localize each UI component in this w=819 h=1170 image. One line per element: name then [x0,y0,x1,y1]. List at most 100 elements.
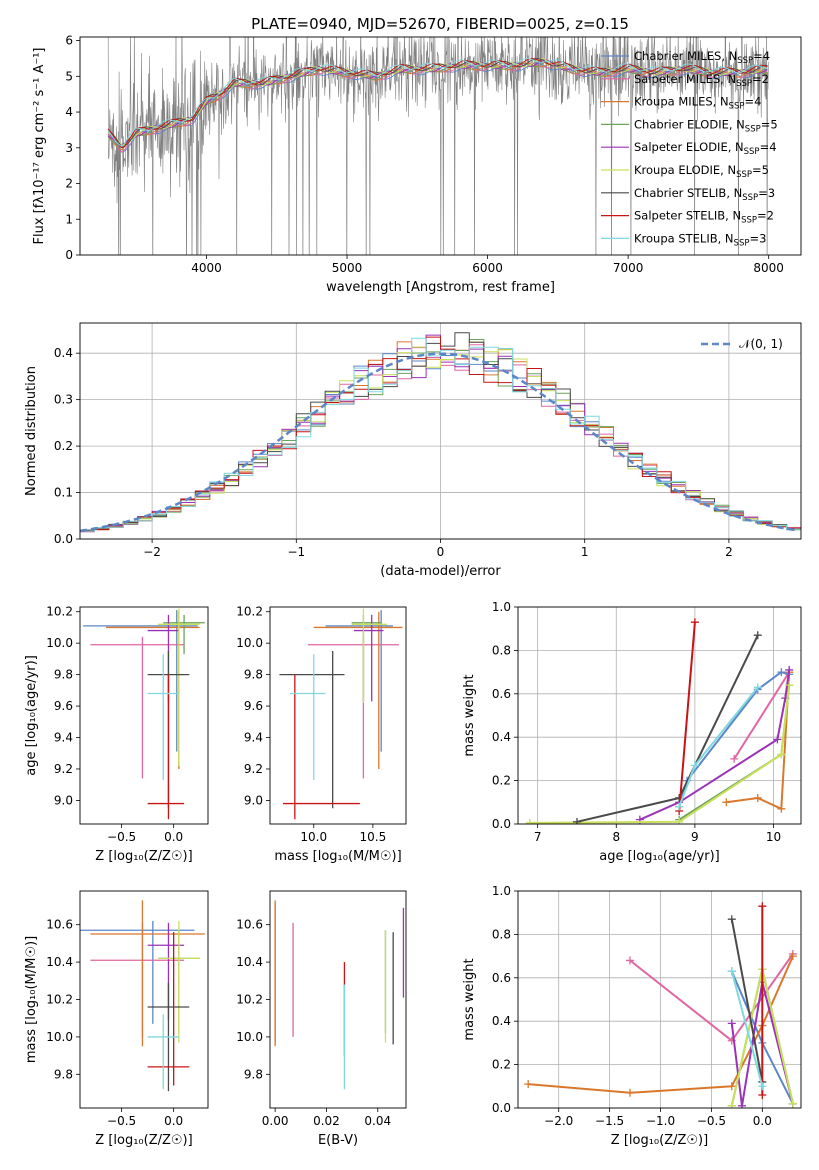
mass-vs-ebv-ytick-label: 10.0 [236,1030,263,1044]
weight-point [758,902,767,911]
spectrum-xtick-label: 4000 [191,261,222,275]
weight-vs-age-ytick-label: 0.8 [492,643,511,657]
mass-vs-z-xtick-label: −0.5 [107,1114,136,1128]
weight-point [753,793,762,802]
weight-vs-z-xtick-label: −1.5 [595,1114,624,1128]
weight-vs-age-xtick-label: 7 [534,830,542,844]
age-vs-mass-plot-area [279,608,403,820]
legend-label: 𝒩(0, 1) [739,337,783,351]
residuals-xtick-label: 0 [437,545,445,559]
weight-vs-age-frame [517,606,802,825]
mass-vs-z-ytick-label: 10.4 [46,955,73,969]
age-vs-mass-ytick-label: 10.2 [236,605,263,619]
spectrum-axes: 4000 5000 6000 7000 8000 0 1 2 3 4 5 6 wavelength [A… [32,34,784,295]
legend-label: Kroupa ELODIE, NSSP=5 [634,163,769,180]
spectrum-ytick-label: 6 [65,34,73,48]
weight-vs-z-axes: −2.0 −1.5 −1.0 −0.5 0.0 0.0 0.2 0.4 0.6 0.8 1.0 Z [… [462,884,801,1148]
age-vs-mass-axes: 10.0 10.5 9.0 9.2 9.4 9.6 9.8 10.0 10.2 mass [log… [236,605,401,864]
weight-vs-age-xtick-label: 10 [766,830,781,844]
weight-line [730,981,794,1106]
residuals-ytick-label: 0.4 [54,346,73,360]
age-vs-z-axes: −0.5 0.0 9.0 9.2 9.4 9.6 9.8 10.0 10.2 Z [log₁₀(Z… [24,605,193,864]
legend-label: Kroupa MILES, NSSP=4 [634,95,761,112]
mass-vs-z-xlabel: Z [log₁₀(Z/Z☉)] [95,1133,192,1148]
residuals-ytick-label: 0.3 [54,393,73,407]
spectrum-ytick-label: 5 [65,69,73,83]
weight-point [525,818,534,824]
mass-vs-z-axes: −0.5 0.0 9.8 10.0 10.2 10.4 10.6 Z [log₁₀(Z/Z☉)… [24,918,193,1148]
weight-point [758,1082,767,1091]
weight-point [675,802,684,811]
weight-point [785,665,794,674]
legend-label: Kroupa STELIB, NSSP=3 [634,231,766,248]
mass-vs-ebv-xtick-label: 0.02 [313,1114,340,1128]
weight-vs-z-ytick-label: 0.4 [492,1014,511,1028]
spectrum-xtick-label: 8000 [753,261,784,275]
weight-vs-age-ytick-label: 1.0 [492,600,511,614]
mass-vs-ebv-xtick-label: 0.00 [262,1114,289,1128]
age-vs-z-ytick-label: 10.2 [46,605,73,619]
age-vs-mass-ytick-label: 9.8 [244,668,263,682]
figure-title: PLATE=0940, MJD=52670, FIBERID=0025, z=0… [251,15,629,33]
residuals-ytick-label: 0.1 [54,486,73,500]
weight-point [572,817,581,824]
weight-vs-age-xtick-label: 9 [691,830,699,844]
spectrum-ytick-label: 1 [65,212,73,226]
age-vs-z-frame [79,606,209,825]
spectrum-plot-area [107,37,769,255]
weight-point [625,1088,634,1097]
mass-vs-ebv-ytick-label: 9.8 [244,1067,263,1081]
weight-point [753,683,762,692]
weight-vs-age-plot-area [525,618,794,824]
weight-vs-z-ytick-label: 0.2 [492,1058,511,1072]
residuals-legend: 𝒩(0, 1) [701,337,783,351]
spectrum-frame [79,36,802,256]
weight-line [726,672,791,811]
age-vs-mass-ytick-label: 9.0 [244,793,263,807]
spectrum-legend: Chabrier MILES, NSSP=4 Salpeter MILES, NS… [601,49,778,248]
legend-label: Salpeter STELIB, NSSP=2 [634,209,774,226]
age-vs-z-ytick-label: 9.4 [54,731,73,745]
age-vs-z-ytick-label: 10.0 [46,636,73,650]
residuals-xtick-label: −2 [143,545,161,559]
residuals-xtick-label: 2 [725,545,733,559]
mass-vs-ebv-xtick-label: 0.04 [364,1114,391,1128]
mass-vs-ebv-ytick-label: 10.4 [236,955,263,969]
age-vs-z-ytick-label: 9.8 [54,668,73,682]
residuals-plot-area [80,332,801,533]
weight-vs-z-ytick-label: 0.8 [492,927,511,941]
mass-vs-z-xtick-label: 0.0 [164,1114,183,1128]
residuals-xlabel: (data-model)/error [380,564,501,579]
spectrum-ytick-label: 3 [65,141,73,155]
age-vs-z-ytick-label: 9.2 [54,762,73,776]
spectrum-ytick-label: 2 [65,177,73,191]
mass-vs-ebv-frame [269,890,407,1109]
age-vs-mass-ytick-label: 9.4 [244,731,263,745]
age-vs-z-ytick-label: 9.6 [54,699,73,713]
weight-point [690,761,699,770]
age-vs-mass-ytick-label: 10.0 [236,636,263,650]
weight-line [730,971,764,1087]
mass-vs-z-ytick-label: 10.0 [46,1030,73,1044]
residuals-frame [79,322,802,540]
weight-vs-z-ytick-label: 0.6 [492,971,511,985]
weight-point [727,1101,736,1108]
spectrum-xtick-label: 5000 [332,261,363,275]
weight-line [678,622,696,812]
residuals-ylabel: Normed distribution [24,366,39,496]
weight-point [727,967,736,976]
weight-vs-z-xtick-label: 0.0 [753,1114,772,1128]
weight-vs-z-xtick-label: −2.0 [544,1114,573,1128]
age-vs-mass-frame [269,606,407,825]
weight-point [730,754,739,763]
weight-vs-age-ytick-label: 0.2 [492,774,511,788]
mass-vs-z-ylabel: mass [log₁₀(M/M☉)] [24,936,39,1063]
plot-layer: 4000 5000 6000 7000 8000 0 1 2 3 4 5 6 wavelength [A… [24,34,802,1148]
weight-point [753,631,762,640]
weight-vs-age-ytick-label: 0.4 [492,730,511,744]
weight-point [690,618,699,627]
spectrum-xtick-label: 6000 [472,261,503,275]
residuals-xtick-label: −1 [287,545,305,559]
age-vs-z-ylabel: age [log₁₀(age/yr)] [24,655,39,776]
